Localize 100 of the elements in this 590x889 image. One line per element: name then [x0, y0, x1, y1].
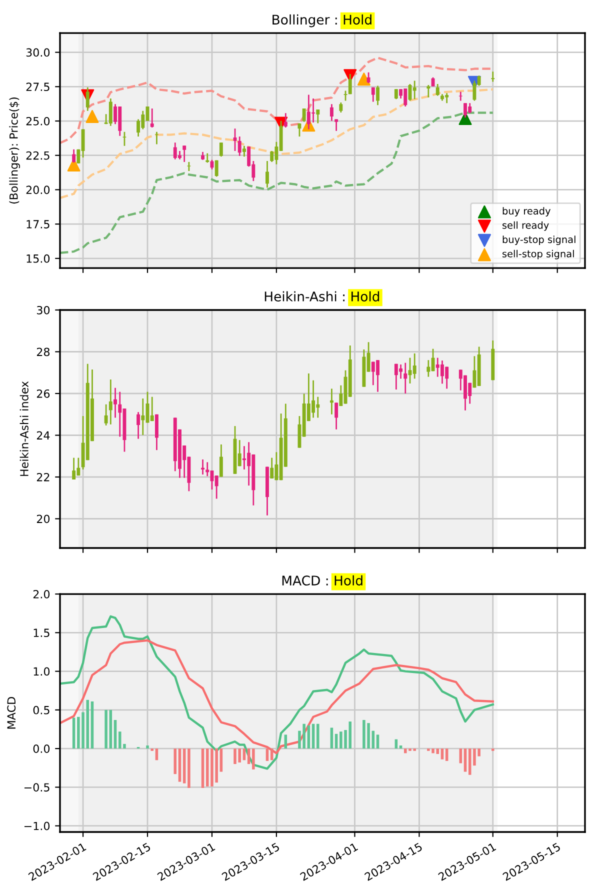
candlestick: [394, 88, 398, 100]
candlestick: [458, 91, 462, 102]
candlestick: [201, 458, 204, 476]
bar: [220, 748, 223, 772]
y-tick-label: −0.5: [24, 783, 50, 792]
bar: [445, 748, 448, 761]
candlestick: [206, 152, 210, 164]
bar: [307, 725, 310, 749]
candlestick: [270, 150, 274, 163]
candlestick: [436, 83, 440, 96]
candlestick: [206, 461, 210, 477]
legend-label: sell ready: [502, 221, 549, 231]
y-tick-label: 27.5: [26, 82, 50, 92]
candlestick: [412, 352, 416, 380]
bar: [146, 745, 149, 749]
y-tick-label: 1.0: [34, 667, 50, 676]
candlestick: [210, 159, 214, 170]
chart-title: Bollinger : Hold: [272, 14, 372, 28]
bar: [459, 748, 462, 764]
bar: [90, 701, 94, 749]
bar: [206, 748, 209, 786]
bar: [86, 700, 90, 749]
candlestick: [150, 108, 154, 128]
y-tick-label: −1.0: [24, 822, 50, 830]
y-tick-label: 22: [36, 472, 50, 482]
candlestick: [72, 148, 76, 164]
candlestick: [491, 70, 495, 82]
chart-title: Heikin-Ashi : Hold: [264, 291, 380, 302]
candlestick: [404, 362, 408, 394]
y-axis-title: Heikin-Ashi index: [20, 381, 28, 476]
candlestick: [219, 142, 223, 158]
bar: [104, 710, 108, 749]
candlestick: [219, 444, 223, 478]
candlestick: [316, 108, 320, 124]
bar: [182, 748, 186, 784]
bar: [468, 748, 472, 775]
candlestick: [108, 98, 112, 127]
candlestick: [214, 160, 218, 178]
chart-title: MACD : Hold: [282, 575, 362, 586]
candlestick: [150, 396, 154, 422]
candlestick: [114, 387, 117, 418]
candlestick: [376, 85, 380, 106]
candlestick: [86, 86, 90, 112]
bar: [178, 748, 182, 782]
y-tick-label: 24: [36, 431, 50, 440]
candlestick: [72, 457, 76, 480]
legend-label: buy-stop signal: [502, 236, 576, 246]
candlestick: [242, 145, 246, 158]
candlestick: [334, 402, 338, 430]
bar: [247, 748, 250, 764]
bar: [440, 748, 444, 760]
candlestick: [141, 398, 145, 436]
candlestick: [136, 411, 140, 440]
candlestick: [182, 144, 186, 163]
y-tick-label: 26: [36, 389, 50, 398]
y-tick-label: 2.0: [33, 590, 50, 598]
candlestick: [136, 118, 140, 138]
legend-label: buy ready: [502, 207, 550, 216]
bar: [201, 748, 204, 788]
candlestick: [334, 118, 338, 132]
bar: [312, 724, 315, 749]
bar: [155, 748, 158, 760]
candlestick: [118, 391, 122, 438]
bar: [316, 724, 320, 749]
bar: [174, 748, 177, 774]
candlestick: [366, 72, 370, 84]
y-tick-label: 0.5: [33, 706, 50, 714]
candlestick: [270, 457, 274, 480]
bar: [109, 710, 112, 749]
bar: [270, 748, 274, 760]
bar: [464, 748, 467, 772]
point: [357, 72, 370, 86]
bar: [242, 748, 246, 760]
candlestick: [238, 136, 242, 157]
bar: [376, 734, 380, 749]
bar: [266, 748, 269, 761]
y-tick-label: 15.0: [26, 254, 50, 263]
y-tick-label: 28: [36, 348, 50, 356]
candlestick: [266, 160, 269, 188]
bar: [334, 734, 338, 749]
candlestick: [104, 404, 108, 426]
bar: [252, 748, 255, 770]
y-tick-label: 20: [36, 514, 50, 524]
bar: [72, 718, 76, 749]
y-tick-label: 22.5: [26, 151, 50, 160]
y-tick-label: 17.5: [26, 220, 50, 228]
bar: [330, 728, 334, 749]
candlestick: [426, 359, 430, 378]
candlestick: [284, 112, 288, 128]
line-series: [60, 639, 494, 754]
candlestick: [154, 414, 158, 451]
candlestick: [298, 122, 302, 138]
y-tick-label: 30.0: [26, 48, 50, 57]
legend-label: sell-stop signal: [502, 250, 574, 260]
y-tick-label: 1.5: [34, 628, 50, 638]
candlestick: [426, 84, 430, 98]
y-axis-title: (Bollinger): Price($): [9, 98, 20, 204]
bar: [188, 748, 190, 788]
y-tick-label: 25.0: [26, 116, 50, 126]
candlestick: [108, 378, 112, 426]
